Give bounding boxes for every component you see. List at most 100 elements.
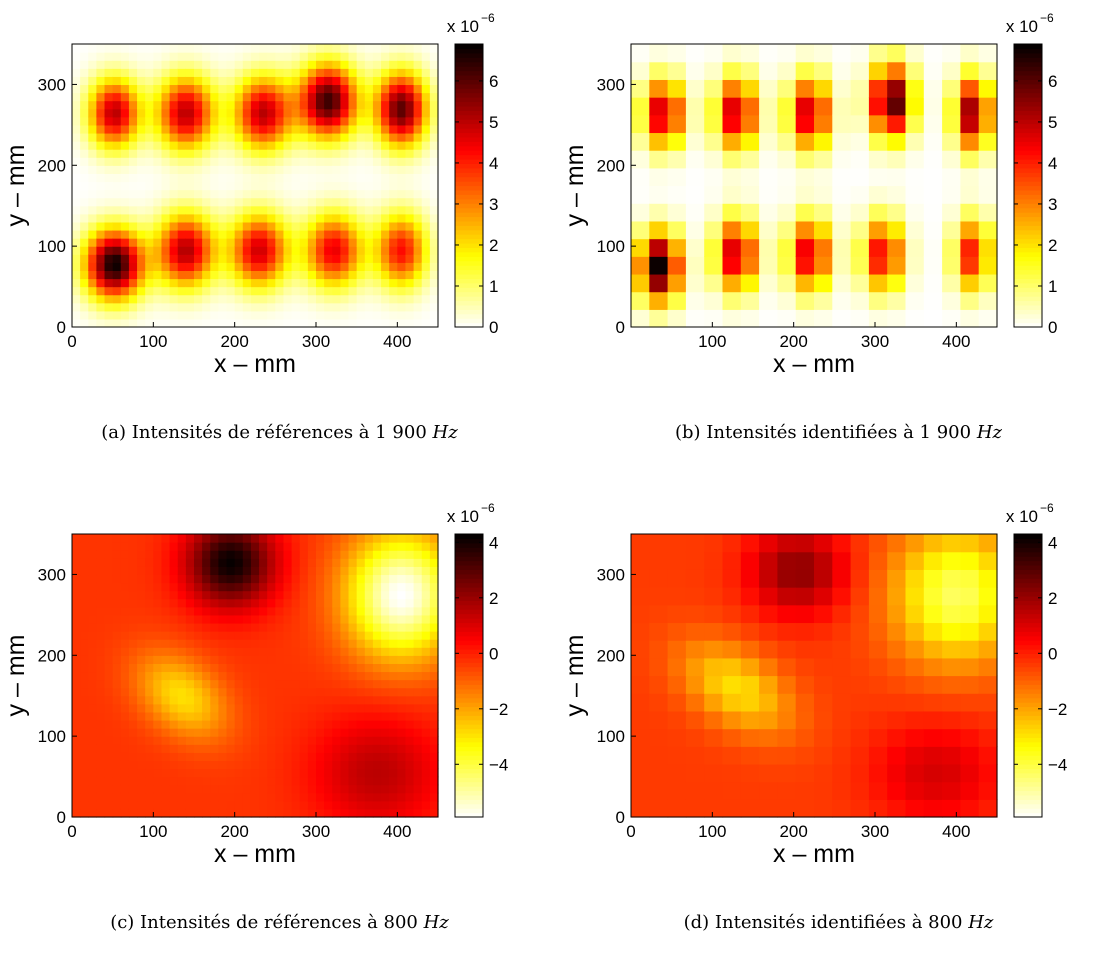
- heatmap-cell: [145, 800, 154, 810]
- heatmap-cell: [267, 744, 276, 753]
- heatmap-cell: [631, 728, 650, 747]
- heatmap-cell: [80, 776, 89, 786]
- heatmap-cell: [226, 310, 236, 320]
- heatmap-cell: [381, 808, 390, 818]
- heatmap-cell: [234, 294, 244, 304]
- heatmap-cell: [242, 744, 252, 753]
- heatmap-cell: [112, 663, 122, 673]
- heatmap-cell: [218, 542, 228, 551]
- heatmap-cell: [704, 693, 724, 712]
- heatmap-cell: [275, 165, 285, 174]
- heatmap-cell: [153, 213, 163, 223]
- heatmap-cell: [145, 149, 154, 158]
- heatmap-cell: [128, 254, 138, 263]
- heatmap-cell: [120, 213, 130, 223]
- heatmap-cell: [348, 189, 358, 199]
- heatmap-cell: [267, 100, 276, 110]
- heatmap-cell: [722, 185, 742, 204]
- heatmap-cell: [185, 124, 195, 134]
- heatmap-cell: [291, 582, 301, 592]
- heatmap-cell: [942, 220, 961, 240]
- heatmap-cell: [161, 165, 171, 174]
- heatmap-cell: [372, 100, 382, 110]
- heatmap-cell: [777, 238, 797, 257]
- heatmap-cell: [413, 165, 423, 174]
- heatmap-cell: [685, 587, 705, 606]
- heatmap-cell: [685, 534, 705, 553]
- heatmap-cell: [389, 760, 398, 770]
- heatmap-cell: [250, 687, 260, 697]
- heatmap-cell: [259, 181, 268, 191]
- heatmap-cell: [88, 197, 97, 207]
- heatmap-cell: [96, 270, 106, 280]
- heatmap-cell: [128, 566, 138, 576]
- heatmap-cell: [169, 52, 179, 61]
- heatmap-cell: [381, 246, 390, 255]
- heatmap-cell: [685, 604, 705, 624]
- heatmap-cell: [275, 736, 285, 745]
- heatmap-cell: [649, 291, 669, 310]
- heatmap-cell: [145, 229, 154, 239]
- heatmap-cell: [283, 639, 293, 648]
- heatmap-cell: [137, 213, 146, 223]
- heatmap-cell: [685, 675, 705, 694]
- heatmap-cell: [194, 598, 203, 608]
- heatmap-cell: [234, 132, 244, 142]
- heatmap-cell: [226, 124, 236, 134]
- heatmap-cell: [340, 534, 350, 543]
- heatmap-cell: [177, 246, 187, 255]
- heatmap-cell: [332, 124, 341, 134]
- heatmap-cell: [145, 173, 154, 183]
- heatmap-cell: [850, 220, 870, 240]
- heatmap-cell: [685, 150, 705, 169]
- heatmap-cell: [112, 639, 122, 648]
- heatmap-cell: [202, 254, 211, 263]
- heatmap-cell: [704, 150, 724, 169]
- heatmap-cell: [250, 213, 260, 223]
- heatmap-cell: [185, 84, 195, 94]
- heatmap-cell: [364, 752, 374, 761]
- heatmap-cell: [145, 84, 154, 94]
- heatmap-cell: [421, 792, 431, 802]
- heatmap-cell: [429, 671, 439, 681]
- heatmap-cell: [145, 598, 154, 608]
- heatmap-cell: [421, 173, 431, 183]
- heatmap-cell: [250, 534, 260, 543]
- heatmap-cell: [777, 746, 797, 765]
- heatmap-cell: [202, 800, 211, 810]
- heatmap-cell: [250, 189, 260, 199]
- y-tick-label: 0: [616, 808, 625, 827]
- heatmap-cell: [259, 736, 268, 745]
- heatmap-cell: [202, 558, 211, 567]
- heatmap-cell: [332, 558, 341, 567]
- heatmap-cell: [112, 719, 122, 729]
- heatmap-cell: [104, 116, 114, 126]
- heatmap-cell: [413, 736, 423, 745]
- heatmap-cell: [299, 262, 309, 271]
- heatmap-cell: [291, 116, 301, 126]
- heatmap-cell: [283, 238, 293, 247]
- colorbar-swatch: [1014, 569, 1042, 575]
- colorbar-swatch: [1014, 251, 1042, 257]
- heatmap-cell: [202, 141, 211, 150]
- heatmap-cell: [275, 703, 285, 713]
- colorbar-swatch: [1014, 564, 1042, 570]
- heatmap-cell: [275, 582, 285, 592]
- heatmap-cell: [259, 687, 268, 697]
- heatmap-cell: [397, 165, 407, 174]
- heatmap-cell: [242, 149, 252, 158]
- heatmap-cell: [405, 157, 415, 166]
- heatmap-cell: [104, 647, 114, 656]
- heatmap-cell: [978, 569, 998, 588]
- heatmap-cell: [316, 647, 325, 656]
- heatmap-cell: [722, 781, 742, 800]
- heatmap-cells-d: [631, 534, 998, 818]
- heatmap-cell: [226, 181, 236, 191]
- heatmap-cell: [740, 238, 760, 257]
- colorbar-swatch: [455, 265, 483, 271]
- heatmap-cell: [356, 574, 366, 584]
- heatmap-cell: [631, 604, 650, 624]
- heatmap-cell: [421, 663, 431, 673]
- heatmap-cell: [405, 752, 415, 761]
- heatmap-cell: [348, 76, 358, 86]
